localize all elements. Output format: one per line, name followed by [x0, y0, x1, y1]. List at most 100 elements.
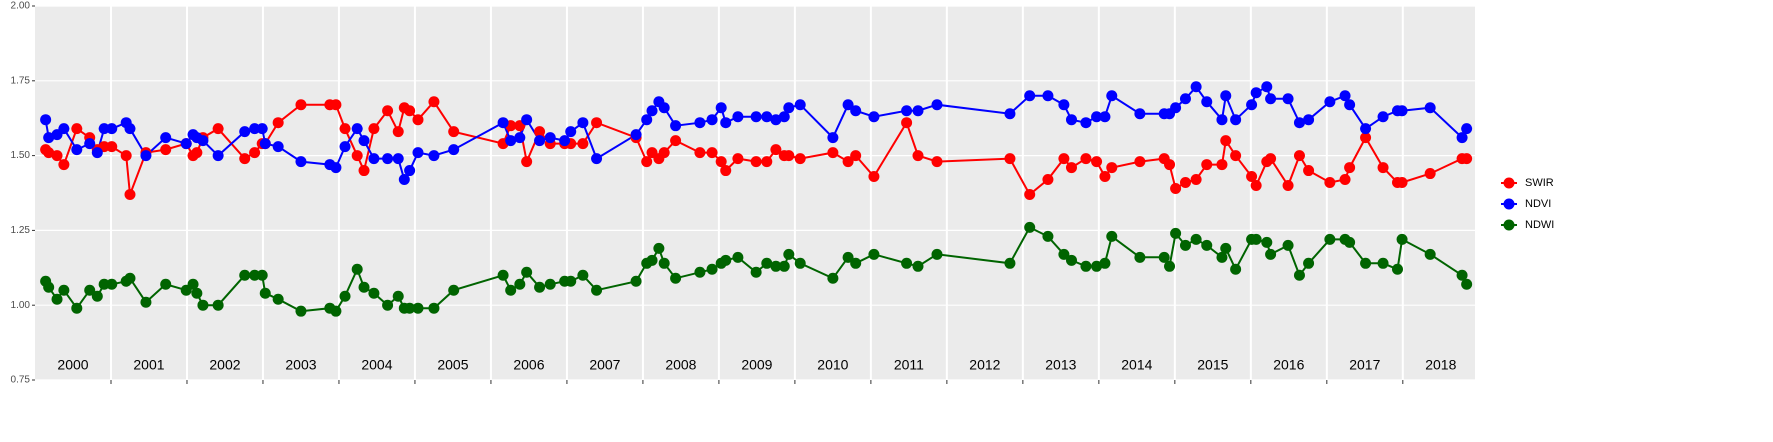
data-point: [1456, 269, 1468, 281]
data-point: [1360, 132, 1372, 144]
data-point: [1091, 260, 1103, 272]
data-point: [1282, 93, 1294, 105]
legend-marker: [1503, 219, 1515, 231]
data-point: [1339, 90, 1351, 102]
data-point: [1220, 90, 1232, 102]
data-point: [368, 153, 380, 165]
data-point: [71, 302, 83, 314]
data-point: [646, 254, 658, 266]
data-point: [1265, 93, 1277, 105]
data-point: [58, 123, 70, 135]
data-point: [1424, 248, 1436, 260]
data-point: [43, 281, 55, 293]
x-tick-label: 2017: [1349, 357, 1380, 373]
data-point: [732, 251, 744, 263]
data-point: [1099, 257, 1111, 269]
data-point: [577, 269, 589, 281]
data-point: [850, 105, 862, 117]
data-point: [1293, 269, 1305, 281]
data-point: [1339, 174, 1351, 186]
x-tick-label: 2000: [57, 357, 88, 373]
data-point: [428, 150, 440, 162]
data-point: [1190, 233, 1202, 245]
data-point: [577, 117, 589, 129]
data-point: [382, 105, 394, 117]
data-point: [715, 102, 727, 114]
data-point: [931, 99, 943, 111]
data-point: [931, 156, 943, 168]
data-point: [448, 144, 460, 156]
plot-panel: [35, 6, 1475, 380]
data-point: [1216, 114, 1228, 126]
data-point: [1250, 180, 1262, 192]
data-point: [124, 272, 136, 284]
data-point: [720, 165, 732, 177]
data-point: [339, 123, 351, 135]
data-point: [351, 123, 363, 135]
data-point: [392, 126, 404, 138]
data-point: [140, 150, 152, 162]
data-point: [1190, 174, 1202, 186]
data-point: [1158, 251, 1170, 263]
data-point: [1456, 132, 1468, 144]
data-point: [842, 99, 854, 111]
data-point: [1164, 159, 1176, 171]
data-point: [827, 272, 839, 284]
data-point: [191, 147, 203, 159]
data-point: [706, 263, 718, 275]
data-point: [1246, 171, 1258, 183]
data-point: [505, 135, 517, 147]
data-point: [1324, 96, 1336, 108]
data-point: [1344, 99, 1356, 111]
data-point: [106, 123, 118, 135]
x-tick-label: 2003: [285, 357, 316, 373]
data-point: [180, 138, 192, 150]
data-point: [392, 153, 404, 165]
y-tick-label: 2.00: [11, 1, 31, 12]
data-point: [1170, 102, 1182, 114]
data-point: [521, 114, 533, 126]
y-tick-label: 1.25: [11, 225, 31, 236]
data-point: [1265, 248, 1277, 260]
legend-label: SWIR: [1525, 177, 1554, 189]
data-point: [412, 302, 424, 314]
data-point: [670, 135, 682, 147]
data-point: [1461, 153, 1473, 165]
data-point: [212, 150, 224, 162]
data-point: [827, 147, 839, 159]
data-point: [330, 305, 342, 317]
data-point: [770, 260, 782, 272]
data-point: [382, 153, 394, 165]
data-point: [398, 174, 410, 186]
data-point: [521, 156, 533, 168]
data-point: [912, 150, 924, 162]
x-tick-label: 2013: [1045, 357, 1076, 373]
data-point: [1024, 90, 1036, 102]
data-point: [58, 284, 70, 296]
data-point: [212, 299, 224, 311]
data-point: [750, 111, 762, 123]
data-point: [1042, 174, 1054, 186]
data-point: [1134, 251, 1146, 263]
data-point: [794, 153, 806, 165]
data-point: [256, 269, 268, 281]
data-point: [259, 138, 271, 150]
data-point: [514, 278, 526, 290]
data-point: [1099, 111, 1111, 123]
data-point: [1344, 236, 1356, 248]
data-point: [534, 135, 546, 147]
data-point: [191, 287, 203, 299]
data-point: [106, 141, 118, 153]
data-point: [783, 248, 795, 260]
data-point: [1396, 177, 1408, 189]
data-point: [160, 144, 172, 156]
data-point: [91, 290, 103, 302]
data-point: [392, 290, 404, 302]
data-point: [1134, 156, 1146, 168]
data-point: [720, 254, 732, 266]
data-point: [351, 263, 363, 275]
data-point: [761, 156, 773, 168]
data-point: [1220, 242, 1232, 254]
data-point: [249, 147, 261, 159]
